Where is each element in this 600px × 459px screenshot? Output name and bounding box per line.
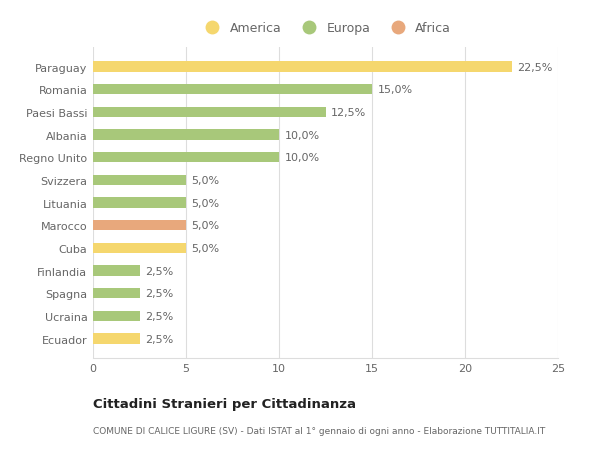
Text: 5,0%: 5,0% [191, 198, 220, 208]
Text: Cittadini Stranieri per Cittadinanza: Cittadini Stranieri per Cittadinanza [93, 397, 356, 410]
Text: 5,0%: 5,0% [191, 221, 220, 231]
Bar [93, 85, 372, 95]
Bar [93, 243, 186, 253]
Text: 2,5%: 2,5% [145, 289, 173, 299]
Bar [93, 266, 139, 276]
Text: COMUNE DI CALICE LIGURE (SV) - Dati ISTAT al 1° gennaio di ogni anno - Elaborazi: COMUNE DI CALICE LIGURE (SV) - Dati ISTA… [93, 426, 545, 435]
Text: 2,5%: 2,5% [145, 266, 173, 276]
Text: 5,0%: 5,0% [191, 243, 220, 253]
Text: 2,5%: 2,5% [145, 334, 173, 344]
Bar [93, 289, 139, 299]
Text: 10,0%: 10,0% [284, 153, 320, 163]
Text: 5,0%: 5,0% [191, 175, 220, 185]
Bar [93, 107, 325, 118]
Bar [93, 175, 186, 185]
Bar [93, 130, 279, 140]
Text: 15,0%: 15,0% [377, 85, 413, 95]
Text: 22,5%: 22,5% [517, 62, 553, 73]
Bar [93, 153, 279, 163]
Bar [93, 62, 512, 73]
Legend: America, Europa, Africa: America, Europa, Africa [195, 17, 456, 40]
Bar [93, 311, 139, 321]
Bar [93, 334, 139, 344]
Bar [93, 221, 186, 231]
Text: 12,5%: 12,5% [331, 107, 367, 118]
Text: 10,0%: 10,0% [284, 130, 320, 140]
Text: 2,5%: 2,5% [145, 311, 173, 321]
Bar [93, 198, 186, 208]
